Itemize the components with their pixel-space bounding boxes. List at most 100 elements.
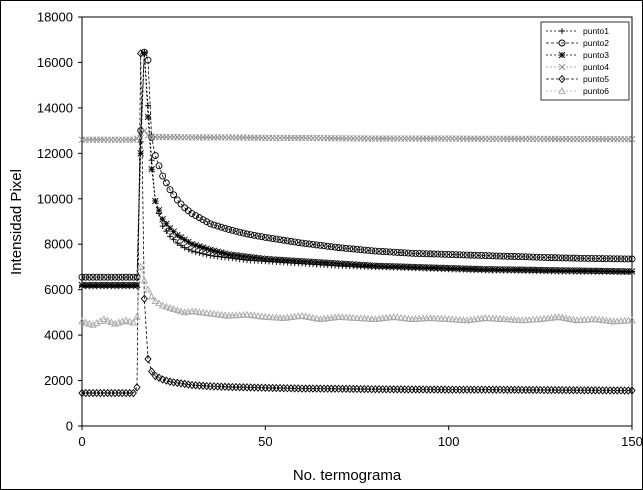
data-point [426,314,435,321]
data-point [152,197,159,205]
data-point [613,255,621,263]
y-tick-label: 6000 [44,282,73,297]
data-point [185,238,192,246]
data-point [367,315,376,322]
data-point [379,262,386,270]
data-point [389,313,398,320]
data-point [235,311,244,318]
data-point [221,224,229,232]
data-point [312,314,321,322]
data-point [302,258,309,265]
data-point [196,243,203,250]
data-point [144,113,152,121]
data-point [103,316,112,324]
data-point [104,281,111,289]
data-point [206,220,214,228]
x-axis-title: No. termograma [293,467,402,484]
data-point [140,294,148,303]
data-point [507,315,515,323]
data-point [449,264,456,272]
data-point [606,317,614,324]
data-point [262,255,269,263]
data-point [565,315,574,322]
data-point [408,249,416,257]
data-point [287,257,295,264]
data-point [305,313,314,321]
legend-marker [558,87,566,94]
data-point [316,241,324,249]
data-point [606,255,614,263]
data-point [346,260,353,268]
data-point [130,281,137,289]
data-point [192,242,199,249]
data-point [298,311,306,319]
data-point [481,252,489,260]
data-point [141,127,148,134]
data-point [78,281,86,289]
data-point [276,236,284,244]
data-point [558,313,567,321]
data-point [470,251,478,259]
data-point [93,273,101,281]
series-line-punto6 [81,266,633,326]
data-point [159,375,167,384]
data-point [243,310,251,318]
data-point [174,240,181,247]
data-point [518,316,526,324]
data-point [144,354,152,364]
data-point [78,317,86,325]
data-point [511,253,519,260]
data-point [196,249,203,256]
data-point [438,264,445,272]
data-point [342,313,350,321]
series-punto6 [78,263,636,328]
data-point [137,150,144,157]
data-point [595,255,603,263]
data-point [129,388,137,398]
data-point [148,157,155,164]
data-point [122,273,130,281]
data-point [532,315,541,323]
data-point [269,256,276,263]
data-point [232,252,240,259]
data-point [280,236,288,244]
data-point [339,260,346,268]
data-point [313,258,320,266]
data-point [338,244,346,252]
data-point [331,243,339,251]
data-point [346,245,354,253]
data-point [496,252,504,260]
data-point [474,265,482,273]
y-tick-label: 12000 [37,146,73,161]
data-point [111,273,119,281]
data-point [610,255,618,263]
data-point [324,259,331,267]
data-point [503,252,511,260]
data-point [269,235,277,242]
data-point [628,316,636,324]
data-point [525,315,534,323]
data-point [514,253,522,261]
data-point [620,316,629,324]
data-point [167,233,173,240]
data-point [188,210,196,217]
data-point [302,240,310,247]
data-point [393,248,401,256]
data-point [240,252,247,260]
data-point [434,264,441,272]
data-point [108,281,115,289]
data-point [89,273,97,281]
data-point [419,250,427,258]
data-point [320,259,328,266]
data-point [203,245,210,253]
data-point [163,220,170,228]
data-point [555,267,562,274]
data-point [342,260,350,268]
data-point [529,266,537,274]
data-point [247,231,255,239]
data-point [200,250,206,257]
x-tick-label: 100 [438,434,460,449]
data-point [207,252,214,259]
data-point [515,266,522,273]
data-point [463,265,471,272]
